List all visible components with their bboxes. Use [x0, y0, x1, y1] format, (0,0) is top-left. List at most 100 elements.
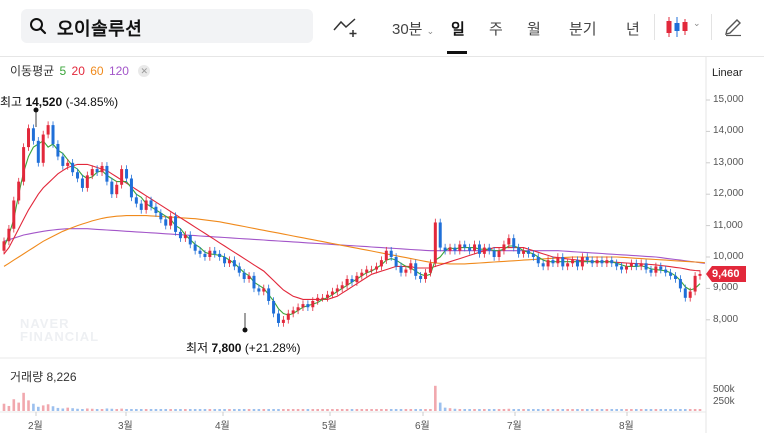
candle	[399, 262, 403, 277]
candle	[218, 250, 222, 261]
volume-bar	[585, 409, 589, 411]
candle-body	[232, 260, 236, 267]
candle	[51, 121, 55, 148]
moving-average-legend[interactable]: 이동평균 5 20 60 120 ✕	[10, 62, 152, 79]
candle-body	[115, 184, 119, 195]
candle-body	[46, 125, 50, 135]
pencil-icon[interactable]	[723, 17, 743, 37]
x-axis-label: 5월	[322, 421, 337, 432]
volume-bar	[679, 409, 682, 411]
candle	[585, 253, 589, 264]
tab-day[interactable]: 일	[451, 21, 465, 38]
tab-month[interactable]: 월	[527, 21, 541, 38]
stock-search-box[interactable]: 오이솔루션	[21, 9, 313, 43]
candle	[649, 265, 653, 277]
volume-bar	[66, 407, 70, 411]
candle-body	[673, 275, 677, 279]
volume-bar	[306, 409, 310, 411]
candle	[208, 246, 212, 261]
volume-bar	[659, 409, 663, 411]
volume-bar	[399, 409, 403, 411]
candle	[693, 272, 697, 296]
scale-type-toggle[interactable]: Linear	[712, 67, 743, 79]
volume-bar	[331, 409, 334, 411]
tab-year[interactable]: 년	[626, 21, 640, 38]
drawing-tool-icon[interactable]	[333, 16, 359, 38]
candle-body	[71, 162, 75, 173]
candle	[477, 240, 481, 258]
candle-body	[267, 288, 271, 301]
candle-body	[517, 247, 521, 254]
candle	[394, 253, 398, 271]
candle	[566, 259, 570, 271]
candle	[683, 284, 687, 302]
candle	[546, 256, 550, 271]
candle	[659, 262, 663, 274]
candle	[492, 246, 496, 261]
tab-week[interactable]: 주	[489, 21, 503, 38]
candle	[556, 253, 560, 268]
volume-bars	[2, 385, 702, 411]
candle	[473, 240, 477, 255]
volume-bar	[556, 409, 560, 411]
candle-body	[698, 273, 702, 276]
candle	[448, 243, 452, 255]
volume-bar	[282, 409, 285, 411]
search-query[interactable]: 오이솔루션	[57, 19, 143, 39]
volume-bar	[272, 409, 275, 411]
candle	[105, 162, 109, 186]
interval-dropdown[interactable]: 30분 ⌄	[392, 18, 434, 39]
volume-bar	[193, 409, 197, 411]
candle	[31, 124, 35, 145]
candle-body	[27, 128, 31, 148]
volume-bar	[301, 409, 305, 411]
candle-body	[335, 288, 339, 292]
volume-bar	[595, 409, 599, 411]
ma-label: 이동평균	[10, 64, 55, 78]
volume-bar	[380, 409, 383, 411]
candle	[340, 281, 344, 293]
candle-body	[198, 250, 202, 254]
volume-bar	[174, 409, 177, 411]
x-axis-label: 7월	[507, 421, 522, 432]
volume-bar	[463, 409, 467, 411]
candle-body	[433, 222, 437, 264]
volume-bar	[326, 409, 329, 411]
tab-quarter[interactable]: 분기	[569, 21, 597, 38]
volume-bar	[149, 409, 153, 411]
candle	[404, 265, 408, 277]
candle	[487, 243, 491, 255]
candle-body	[144, 200, 148, 210]
close-icon[interactable]: ✕	[138, 65, 151, 77]
chart-type-dropdown[interactable]: ⌄	[665, 15, 705, 39]
volume-bar	[620, 409, 623, 411]
volume-bar	[17, 402, 21, 411]
candle-body	[95, 169, 99, 173]
candle	[355, 272, 359, 286]
candle-body	[683, 288, 687, 298]
volume-bar	[566, 409, 569, 411]
candle-body	[125, 169, 129, 179]
volume-bar	[184, 409, 187, 411]
candle-body	[639, 263, 643, 267]
search-icon	[30, 18, 47, 35]
volume-bar	[213, 409, 217, 411]
candle-body	[507, 238, 511, 245]
candle-body	[178, 231, 182, 239]
candle-body	[169, 216, 173, 226]
candle	[330, 287, 334, 299]
candle-body	[61, 156, 65, 166]
candle-body	[355, 275, 359, 283]
candle-body	[453, 247, 457, 251]
candle	[610, 256, 614, 268]
volume-bar	[487, 409, 491, 411]
candle	[414, 259, 418, 280]
volume-bar	[252, 409, 256, 411]
candle-body	[649, 269, 653, 273]
candle	[301, 300, 305, 312]
candle	[306, 300, 310, 312]
low-annotation: 최저 7,800 (+21.28%)	[186, 339, 301, 356]
candle	[56, 140, 60, 161]
candle	[316, 294, 320, 305]
